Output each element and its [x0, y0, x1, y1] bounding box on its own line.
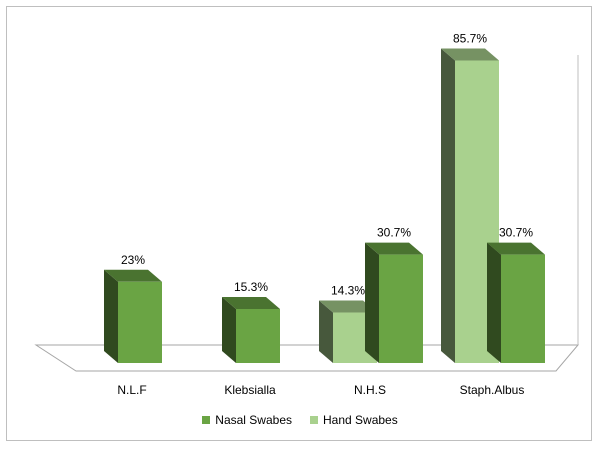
legend-swatch-nasal — [202, 416, 211, 424]
bar-top-nasal-nhs — [365, 242, 423, 255]
data-label-hand-nhs: 14.3% — [331, 284, 365, 298]
legend-label-nasal: Nasal Swabes — [215, 413, 292, 427]
category-label-klebsialla: Klebsialla — [224, 383, 276, 397]
legend-item-nasal: Nasal Swabes — [202, 413, 292, 427]
bar-side-nasal-klebsialla — [222, 296, 236, 363]
bar-nasal-klebsialla — [236, 308, 280, 363]
data-label-nasal-nlf: 23% — [121, 253, 145, 267]
bar-top-hand-staphalbus — [441, 48, 499, 61]
bar-side-nasal-nhs — [365, 242, 379, 363]
category-label-nlf: N.L.F — [117, 383, 146, 397]
legend-swatch-hand — [310, 416, 318, 424]
bar-side-nasal-staphalbus — [487, 242, 501, 363]
data-label-nasal-klebsialla: 15.3% — [234, 280, 268, 294]
bar-nasal-nhs — [379, 254, 423, 363]
bar-top-hand-nhs — [319, 300, 377, 313]
bar-side-hand-staphalbus — [441, 48, 455, 363]
bar-top-nasal-nlf — [104, 269, 162, 282]
category-label-staphalbus: Staph.Albus — [460, 383, 525, 397]
bar-top-nasal-klebsialla — [222, 296, 280, 309]
legend-label-hand: Hand Swabes — [323, 413, 398, 427]
chart-legend: Nasal Swabes Hand Swabes — [0, 413, 600, 427]
data-label-nasal-staphalbus: 30.7% — [499, 226, 533, 240]
data-label-nasal-nhs: 30.7% — [377, 226, 411, 240]
bar-nasal-nlf — [118, 281, 162, 363]
legend-item-hand: Hand Swabes — [310, 413, 398, 427]
category-label-nhs: N.H.S — [354, 383, 386, 397]
bar-side-nasal-nlf — [104, 269, 118, 363]
bar-top-nasal-staphalbus — [487, 242, 545, 255]
bar-nasal-staphalbus — [501, 254, 545, 363]
data-label-hand-staphalbus: 85.7% — [453, 31, 487, 45]
bar-side-hand-nhs — [319, 300, 333, 363]
